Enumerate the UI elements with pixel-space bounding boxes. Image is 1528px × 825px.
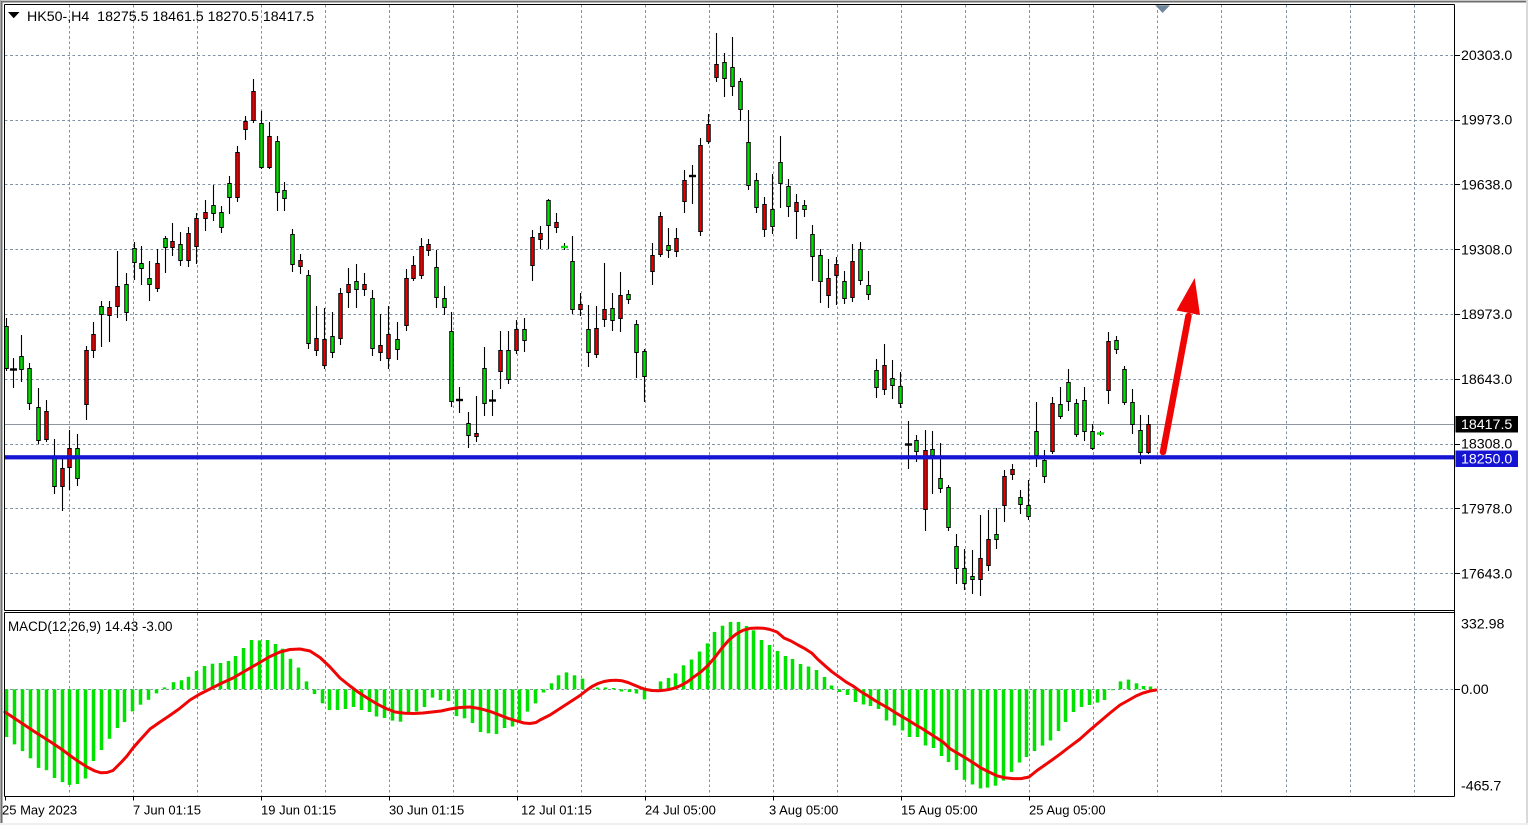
svg-text:19 Jun 01:15: 19 Jun 01:15	[261, 803, 336, 818]
svg-text:3 Aug 05:00: 3 Aug 05:00	[769, 803, 838, 818]
svg-text:15 Aug 05:00: 15 Aug 05:00	[901, 803, 978, 818]
svg-text:20303.0: 20303.0	[1461, 48, 1512, 64]
svg-text:25 May 2023: 25 May 2023	[2, 803, 77, 818]
svg-text:0.00: 0.00	[1461, 682, 1489, 698]
svg-text:18643.0: 18643.0	[1461, 372, 1512, 388]
svg-text:17978.0: 17978.0	[1461, 502, 1512, 518]
svg-text:18417.5: 18417.5	[1461, 417, 1512, 433]
svg-text:18973.0: 18973.0	[1461, 307, 1512, 323]
svg-text:332.98: 332.98	[1461, 617, 1505, 633]
svg-text:12 Jul 01:15: 12 Jul 01:15	[521, 803, 592, 818]
svg-text:18250.0: 18250.0	[1461, 452, 1512, 468]
svg-text:17643.0: 17643.0	[1461, 566, 1512, 582]
svg-text:30 Jun 01:15: 30 Jun 01:15	[389, 803, 464, 818]
svg-text:24 Jul 05:00: 24 Jul 05:00	[645, 803, 716, 818]
svg-text:25 Aug 05:00: 25 Aug 05:00	[1029, 803, 1106, 818]
svg-text:MACD(12,26,9) 14.43 -3.00: MACD(12,26,9) 14.43 -3.00	[8, 619, 173, 634]
svg-text:HK50-,H4 18275.5 18461.5 1827: HK50-,H4 18275.5 18461.5 18270.5 18417.5	[27, 9, 314, 25]
svg-text:19638.0: 19638.0	[1461, 178, 1512, 194]
svg-text:7 Jun 01:15: 7 Jun 01:15	[133, 803, 201, 818]
svg-text:-465.7: -465.7	[1461, 779, 1501, 795]
svg-text:19973.0: 19973.0	[1461, 113, 1512, 129]
svg-text:19308.0: 19308.0	[1461, 242, 1512, 258]
svg-text:18308.0: 18308.0	[1461, 437, 1512, 453]
